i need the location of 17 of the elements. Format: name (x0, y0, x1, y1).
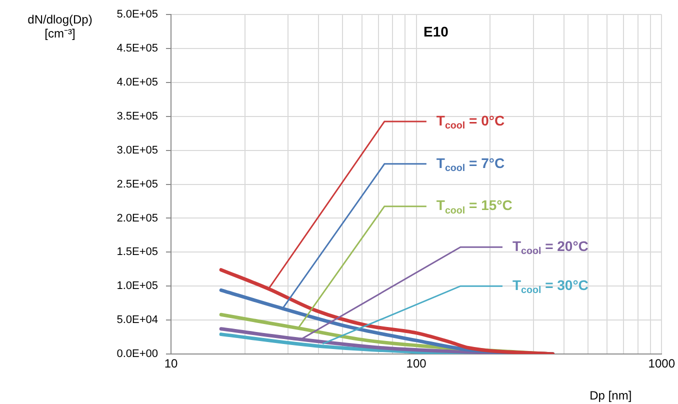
y-tick-label: 4.0E+05 (116, 76, 158, 89)
x-tick-label: 1000 (648, 356, 676, 371)
y-tick-label: 4.5E+05 (116, 42, 158, 55)
text: E10 (423, 23, 449, 40)
y-tick-label: 5.0E+05 (116, 8, 158, 21)
y-tick-label: 2.5E+05 (116, 178, 158, 190)
y-tick-label: 3.0E+05 (116, 144, 158, 156)
y-tick-label: 1.5E+05 (116, 246, 158, 258)
y-tick-label: 0.0E+00 (116, 348, 158, 360)
y-tick-label: 2.0E+05 (116, 212, 158, 224)
y-axis-title: dN/dlog(Dp) [cm⁻³] (28, 12, 92, 40)
x-tick-label: 100 (406, 356, 427, 371)
x-tick-label: 10 (164, 356, 178, 371)
y-tick-label: 3.5E+05 (116, 110, 158, 122)
y-tick-label: 1.0E+05 (116, 280, 158, 292)
x-axis-title: Dp [nm] (590, 388, 632, 402)
y-tick-label: 5.0E+04 (116, 314, 158, 326)
